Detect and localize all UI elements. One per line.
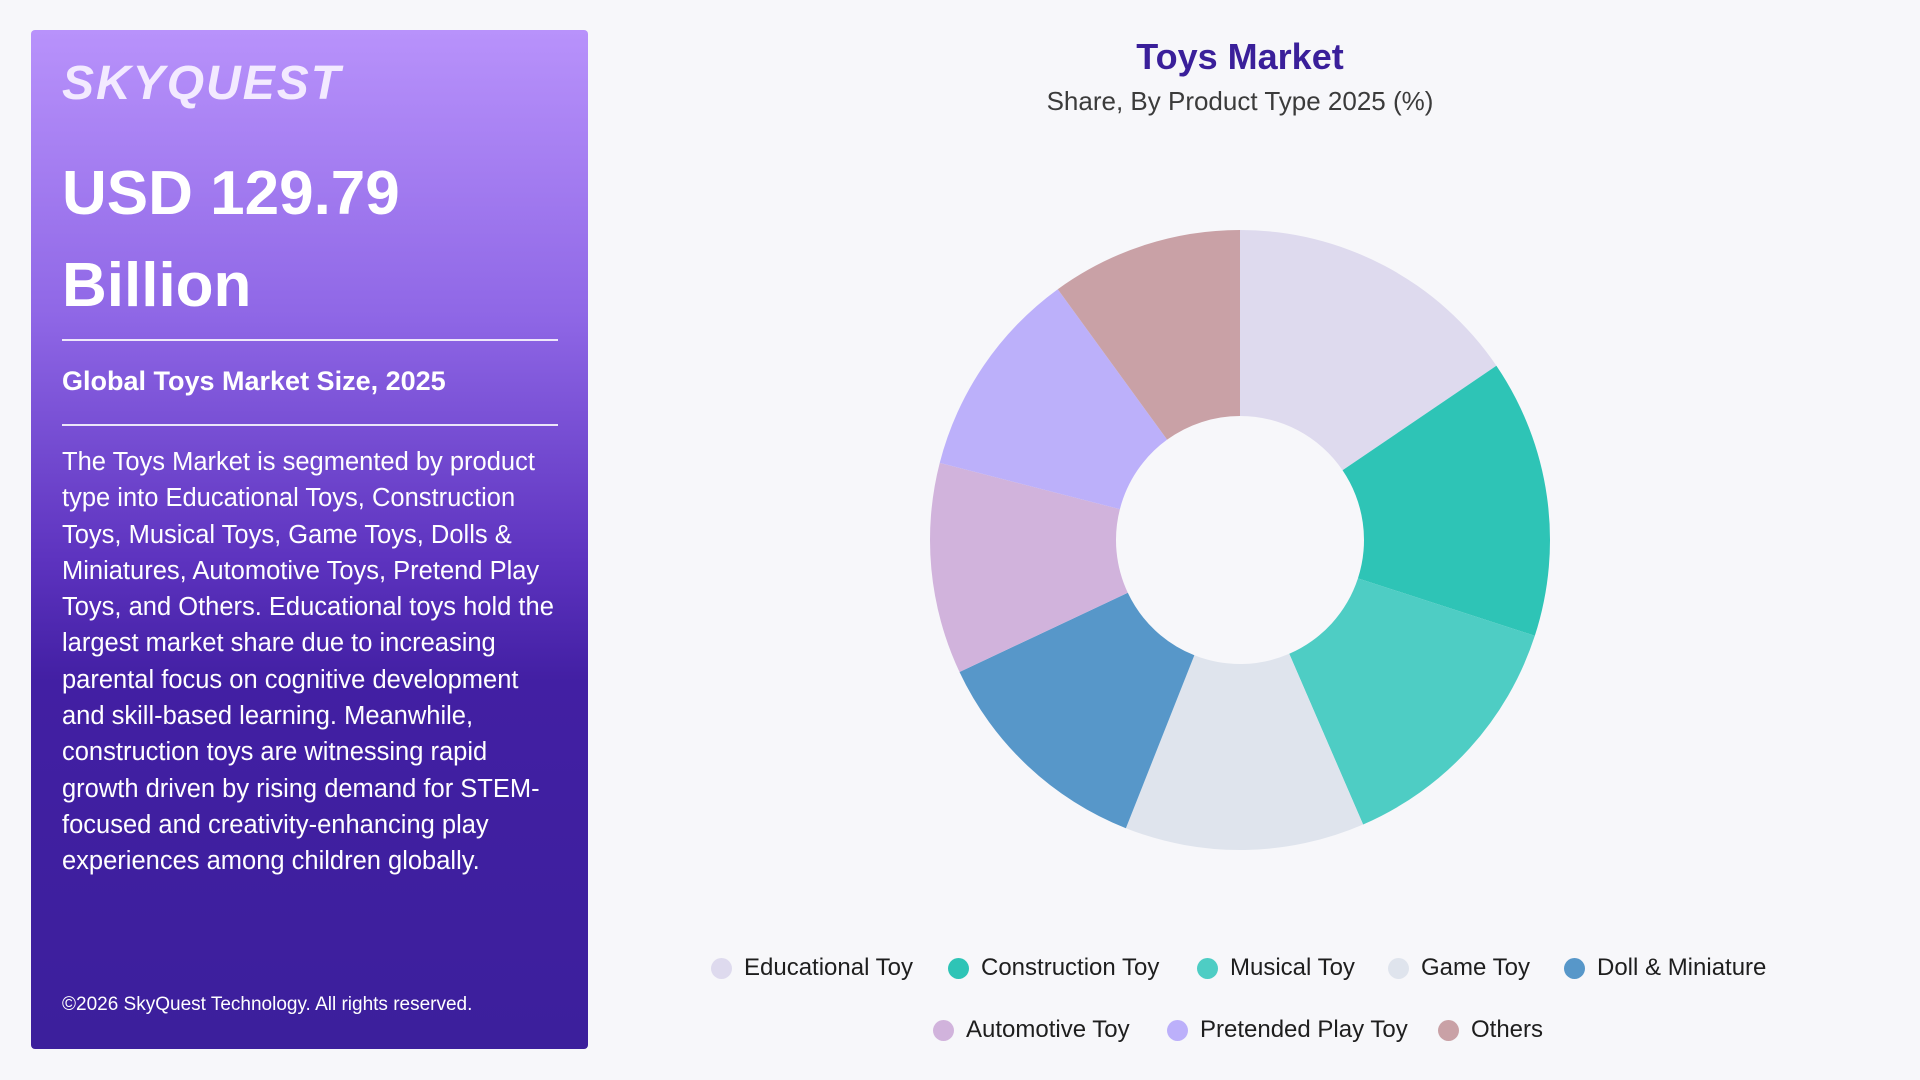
legend-label: Game Toy — [1421, 954, 1530, 981]
legend-swatch-icon — [1388, 957, 1409, 979]
legend-label: Doll & Miniature — [1597, 954, 1767, 981]
legend-label: Others — [1471, 1016, 1544, 1043]
legend-swatch-icon — [1564, 957, 1585, 979]
legend-swatch-icon — [1167, 1019, 1188, 1041]
legend-item[interactable]: Automotive Toy — [933, 1016, 1130, 1044]
legend-item[interactable]: Educational Toy — [711, 954, 913, 982]
market-description: The Toys Market is segmented by product … — [62, 448, 554, 876]
donut-slice-automotive-toy — [930, 462, 1128, 672]
legend-item[interactable]: Doll & Miniature — [1564, 954, 1766, 982]
legend-label: Educational Toy — [744, 954, 914, 981]
market-size-value: USD 129.79 Billion — [62, 148, 562, 332]
donut-slice-musical-toy — [1289, 578, 1535, 825]
legend-item[interactable]: Musical Toy — [1197, 954, 1355, 982]
legend-swatch-icon — [1197, 957, 1218, 979]
copyright-text: ©2026 SkyQuest Technology. All rights re… — [62, 994, 473, 1015]
legend-label: Automotive Toy — [966, 1016, 1130, 1043]
divider — [62, 424, 558, 426]
donut-slice-others — [1057, 230, 1240, 440]
donut-slice-doll-miniature — [959, 592, 1195, 829]
donut-slice-game-toy — [1125, 653, 1364, 850]
chart-subtitle: Share, By Product Type 2025 (%) — [1046, 86, 1434, 116]
legend-label: Musical Toy — [1230, 954, 1355, 981]
legend-label: Construction Toy — [981, 954, 1160, 981]
legend-item[interactable]: Construction Toy — [948, 954, 1159, 982]
legend-swatch-icon — [948, 957, 969, 979]
legend-row: Automotive Toy Pretended Play Toy Others — [0, 1016, 1920, 1052]
legend-item[interactable]: Pretended Play Toy — [1167, 1016, 1408, 1044]
legend-item[interactable]: Others — [1438, 1016, 1543, 1044]
legend-swatch-icon — [1438, 1019, 1459, 1041]
donut-slice-pretended-play-toy — [939, 289, 1168, 510]
legend-swatch-icon — [933, 1019, 954, 1041]
legend-label: Pretended Play Toy — [1200, 1016, 1408, 1043]
legend-row: Educational Toy Construction Toy Musical T… — [0, 954, 1920, 990]
market-size-line-2: Billion — [62, 251, 252, 320]
brand-logo: SKYQUEST — [62, 57, 343, 110]
summary-panel: SKYQUEST USD 129.79 Billion Global Toys … — [31, 30, 588, 1049]
legend-item[interactable]: Game Toy — [1388, 954, 1530, 982]
chart-title: Toys Market — [1136, 36, 1344, 77]
market-size-line-1: USD 129.79 — [62, 159, 400, 228]
divider — [62, 339, 558, 341]
donut-slice-educational-toy — [1240, 230, 1497, 471]
legend-swatch-icon — [711, 957, 732, 979]
donut-slice-construction-toy — [1342, 365, 1550, 636]
market-size-label: Global Toys Market Size, 2025 — [62, 366, 446, 396]
donut-chart — [930, 230, 1550, 850]
